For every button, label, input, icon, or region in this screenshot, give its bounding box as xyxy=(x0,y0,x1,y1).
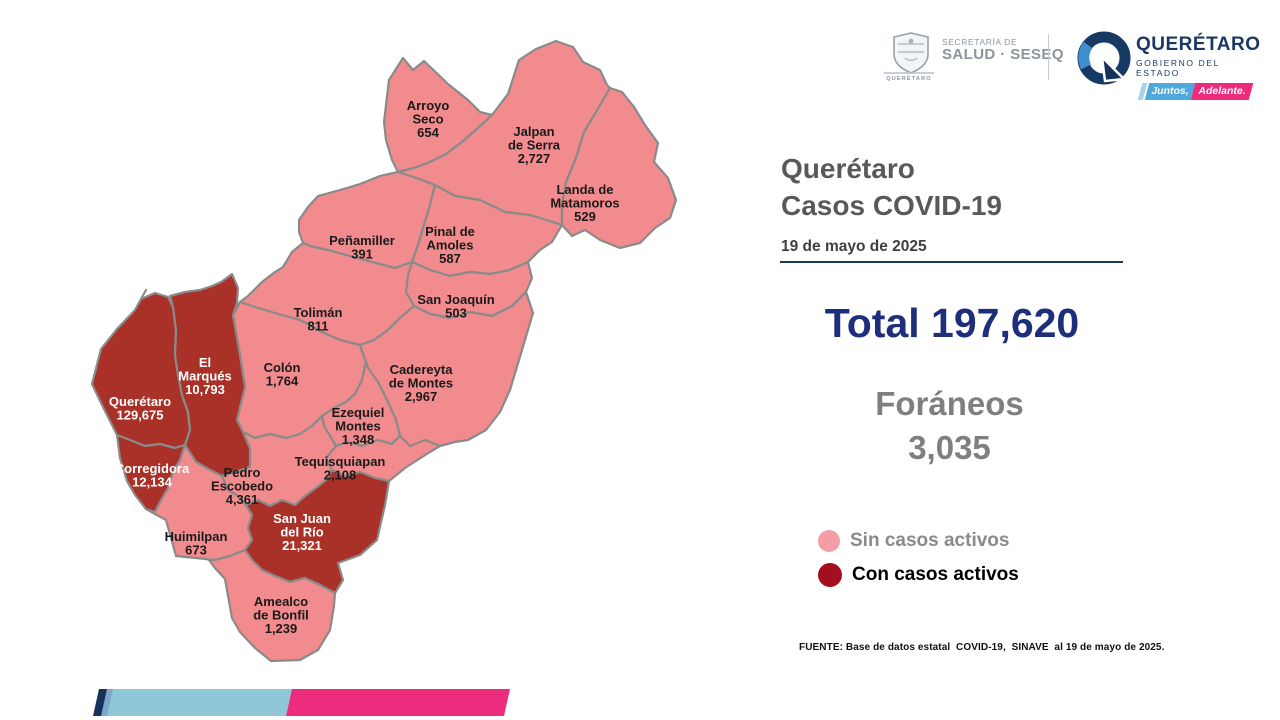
date-underline xyxy=(780,261,1123,263)
no-active-color-dot xyxy=(818,530,840,552)
legend-row-active: Con casos activos xyxy=(818,562,1019,588)
state-logo-subtitle: GOBIERNO DEL ESTADO xyxy=(1136,58,1220,78)
municipality-label-huimilpan: Huimilpan 673 xyxy=(165,529,228,558)
municipality-label-jalpan: Jalpan de Serra 2,727 xyxy=(508,124,561,166)
municipality-label-queretaro: Querétaro 129,675 xyxy=(109,394,171,423)
active-color-dot xyxy=(818,563,842,587)
foraneos-stat: Foráneos 3,035 xyxy=(782,382,1117,470)
crest-caption: QUERÉTARO xyxy=(886,76,932,82)
seseq-line2: SALUD · SESEQ xyxy=(942,46,1064,64)
queretaro-municipalities-map: Arroyo Seco 654 Jalpan de Serra 2,727 Landa de… xyxy=(90,39,678,716)
municipality-label-cadereyta: Cadereyta de Montes 2,967 xyxy=(389,362,453,404)
title-line2: Casos COVID-19 xyxy=(781,190,1002,221)
municipality-label-pedro-escobedo: Pedro Escobedo 4,361 xyxy=(211,465,273,507)
municipality-label-penamiller: Peñamiller 391 xyxy=(329,233,395,262)
seseq-line1: SECRETARÍA DE xyxy=(942,37,1018,47)
municipality-label-corregidora: Corregidora 12,134 xyxy=(115,461,190,490)
municipality-label-tequisquiapan: Tequisquiapan 2,108 xyxy=(295,454,386,483)
badge-juntos: Juntos, xyxy=(1144,83,1196,100)
legend-row-no-active: Sin casos activos xyxy=(818,528,1019,554)
map-legend: Sin casos activos Con casos activos xyxy=(818,528,1019,596)
state-logo-text: QUERÉTARO GOBIERNO DEL ESTADO Juntos, Ad… xyxy=(1136,34,1260,100)
state-slogan-badge: Juntos, Adelante. xyxy=(1136,83,1254,100)
slogan-part2: Adelante. xyxy=(1198,85,1246,97)
slogan-part1: Juntos, xyxy=(1151,85,1189,97)
badge-adelante: Adelante. xyxy=(1190,83,1254,100)
foraneos-value: 3,035 xyxy=(908,429,991,466)
bar-pink-segment xyxy=(286,689,510,716)
source-note: FUENTE: Base de datos estatal COVID-19, … xyxy=(799,642,1165,653)
header-logos: QUERÉTARO SECRETARÍA DE SALUD · SESEQ QU… xyxy=(880,28,1260,100)
crest-microtext-line xyxy=(884,72,934,74)
municipality-label-colon: Colón 1,764 xyxy=(264,360,301,389)
municipality-label-ezequiel: Ezequiel Montes 1,348 xyxy=(332,405,385,447)
report-date: 19 de mayo de 2025 xyxy=(781,238,927,255)
municipality-label-amealco: Amealco de Bonfil 1,239 xyxy=(253,594,309,636)
state-logo-name: QUERÉTARO xyxy=(1136,34,1261,55)
municipality-label-arroyo-seco: Arroyo Seco 654 xyxy=(407,98,450,140)
bar-cyan-segment xyxy=(107,689,292,716)
municipality-label-san-juan-del-rio: San Juan del Río 21,321 xyxy=(273,511,331,553)
title-line1: Querétaro xyxy=(781,153,915,184)
queretaro-q-logo-icon xyxy=(1077,31,1131,85)
municipality-landa xyxy=(560,86,678,250)
municipality-huimilpan xyxy=(144,443,254,562)
foraneos-label: Foráneos xyxy=(875,385,1024,422)
municipality-amealco xyxy=(207,548,337,663)
municipality-cadereyta xyxy=(358,290,535,448)
municipality-label-toliman: Tolimán 811 xyxy=(294,305,343,334)
no-active-label: Sin casos activos xyxy=(850,530,1010,551)
logo-divider xyxy=(1048,34,1049,80)
decorative-bottom-bar xyxy=(93,689,510,716)
municipality-label-landa: Landa de Matamoros 529 xyxy=(550,182,619,224)
municipality-label-pinal: Pinal de Amoles 587 xyxy=(425,224,475,266)
page-title: Querétaro Casos COVID-19 xyxy=(781,150,1002,224)
municipality-label-el-marques: El Marqués 10,793 xyxy=(178,355,231,397)
total-cases: Total 197,620 xyxy=(824,300,1080,346)
seseq-logo-text: SECRETARÍA DE SALUD · SESEQ xyxy=(942,37,1064,64)
municipality-label-san-joaquin: San Joaquín 503 xyxy=(417,292,494,321)
seseq-crest-icon xyxy=(893,32,929,74)
active-label: Con casos activos xyxy=(852,564,1019,585)
